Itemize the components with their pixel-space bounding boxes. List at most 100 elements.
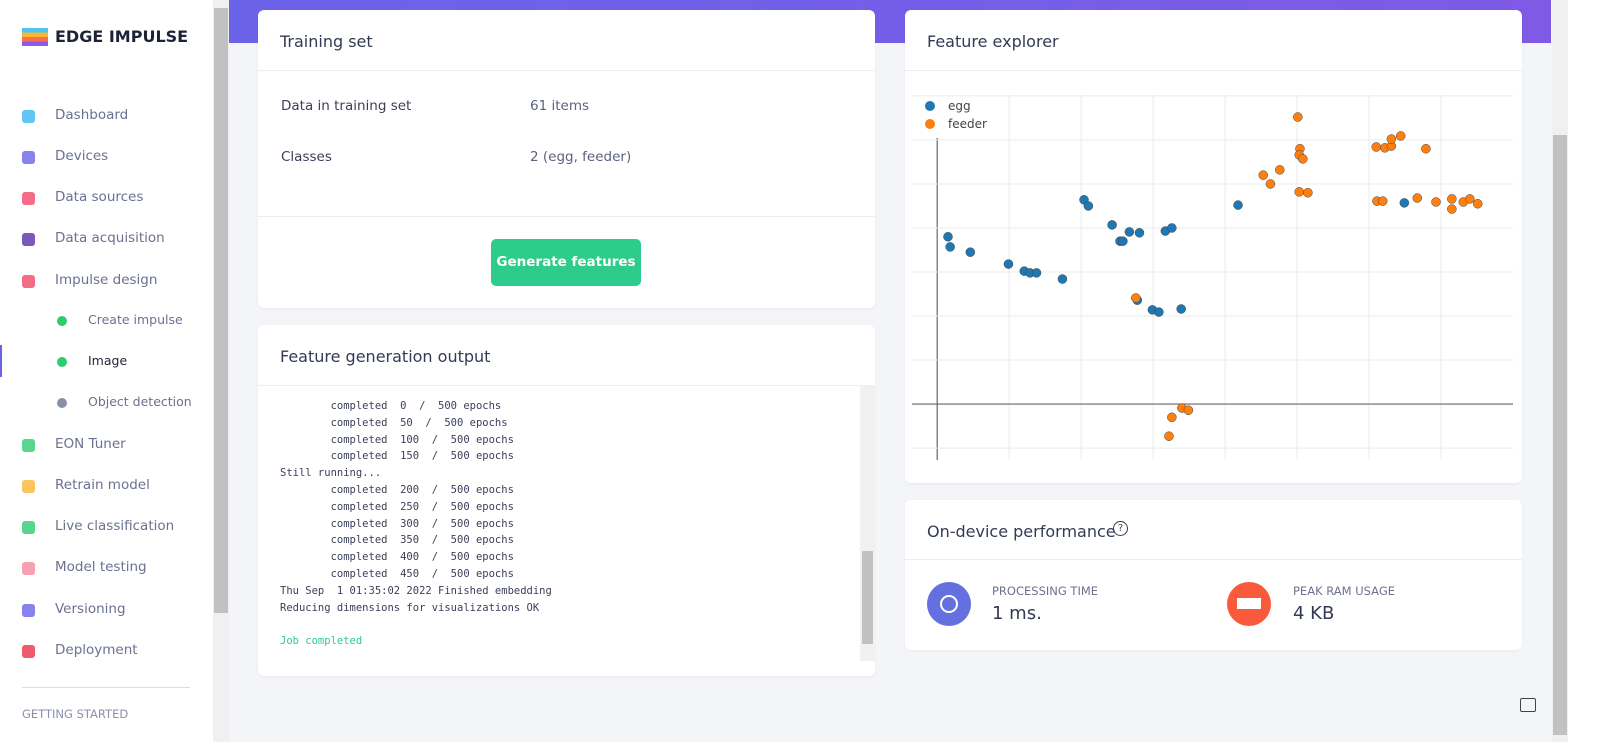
card-title: Training set <box>280 32 373 51</box>
divider <box>258 70 875 71</box>
nav-item[interactable]: Model testing <box>55 559 147 575</box>
point <box>1386 134 1397 144</box>
nav-icon <box>22 151 35 164</box>
active-bar <box>0 345 2 377</box>
nav-icon <box>22 521 35 534</box>
legend-label: feeder <box>948 117 987 131</box>
scrollbar <box>1552 0 1568 742</box>
divider <box>905 70 1522 71</box>
feedback-icon[interactable] <box>1520 698 1536 712</box>
nav-icon <box>22 645 35 658</box>
edge <box>1568 0 1600 742</box>
nav-icon <box>22 192 35 205</box>
point <box>1371 142 1381 152</box>
explorer-card: Feature explorer egg feeder <box>905 10 1522 483</box>
row-value: 2 (egg, feeder) <box>530 149 632 165</box>
point <box>1131 293 1141 303</box>
point <box>1003 259 1014 269</box>
nav-item[interactable]: Retrain model <box>55 477 150 493</box>
point <box>1057 274 1068 284</box>
nav-item[interactable]: Dashboard <box>55 107 129 123</box>
log-line: Job completed <box>280 635 363 648</box>
nav-item[interactable]: Data sources <box>55 189 144 205</box>
point <box>1377 196 1388 206</box>
point <box>1465 194 1475 204</box>
nav-item[interactable]: Create impulse <box>88 312 183 327</box>
scroll-thumb[interactable] <box>214 8 228 613</box>
log-line: completed 150 / 500 epochs <box>280 450 514 463</box>
point <box>1031 268 1042 278</box>
nav-item[interactable]: Data acquisition <box>55 230 165 246</box>
nav-item[interactable]: Image <box>88 353 128 368</box>
generate-button[interactable]: Generate features <box>491 239 641 286</box>
scrollbar <box>213 0 229 742</box>
divider <box>22 687 190 688</box>
divider <box>905 559 1522 560</box>
legend-label: egg <box>948 99 971 113</box>
point <box>1275 165 1285 175</box>
nav-item[interactable]: EON Tuner <box>55 436 126 452</box>
nav-item[interactable]: Object detection <box>88 394 192 409</box>
point <box>1083 201 1094 211</box>
legend-swatch <box>925 101 935 111</box>
point <box>1303 187 1313 198</box>
log-line: completed 250 / 500 epochs <box>280 500 514 513</box>
help-icon[interactable]: ? <box>1113 521 1128 536</box>
ram-icon <box>1227 582 1271 626</box>
card-title: On-device performance <box>927 522 1116 541</box>
row-label: Classes <box>281 149 332 165</box>
scatter-chart: egg feeder <box>912 95 1513 460</box>
metric-label: PEAK RAM USAGE <box>1293 584 1396 598</box>
point <box>1293 112 1303 122</box>
nav-item[interactable]: Versioning <box>55 601 126 617</box>
point <box>1447 194 1457 204</box>
log-line: completed 200 / 500 epochs <box>280 483 514 496</box>
log-line: completed 350 / 500 epochs <box>280 534 514 547</box>
nav-item[interactable]: Devices <box>55 148 109 164</box>
point <box>1176 304 1186 314</box>
point <box>1167 412 1177 423</box>
point <box>1233 200 1243 210</box>
metric-label: PROCESSING TIME <box>992 584 1099 598</box>
performance-card: On-device performance ? PROCESSING TIME … <box>905 500 1522 650</box>
log-line: completed 50 / 500 epochs <box>280 416 508 429</box>
row-value: 61 items <box>530 98 590 114</box>
point <box>1265 179 1276 189</box>
point <box>1154 307 1164 317</box>
log-line: completed 100 / 500 epochs <box>280 433 514 446</box>
scrollbar <box>860 386 875 661</box>
point <box>1124 227 1135 237</box>
nav-item[interactable]: Live classification <box>55 518 175 534</box>
sidebar: EDGE IMPULSE Dashboard Devices Data source… <box>0 0 213 742</box>
point <box>1134 228 1145 238</box>
clock-icon <box>927 582 971 626</box>
nav-dot <box>57 398 67 408</box>
divider <box>258 385 875 386</box>
point <box>943 232 953 242</box>
point <box>1107 220 1117 230</box>
nav-item[interactable]: Impulse design <box>55 272 158 288</box>
nav-icon <box>22 604 35 617</box>
log-line: completed 450 / 500 epochs <box>280 567 514 580</box>
point <box>1118 236 1128 246</box>
point <box>1183 405 1194 415</box>
point <box>965 247 976 257</box>
point <box>1421 143 1431 154</box>
metric-value: 1 ms. <box>992 603 1042 624</box>
scroll-thumb[interactable] <box>1553 135 1567 735</box>
point <box>1431 197 1441 207</box>
nav-dot <box>57 357 67 367</box>
scroll-thumb[interactable] <box>862 551 873 644</box>
card-title: Feature explorer <box>927 32 1059 51</box>
log-line: completed 300 / 500 epochs <box>280 517 514 530</box>
nav-item[interactable]: Deployment <box>55 642 138 658</box>
row-label: Data in training set <box>281 98 412 114</box>
output-card: Feature generation output completed 0 / … <box>258 325 875 676</box>
point <box>1472 199 1483 209</box>
point <box>945 242 955 252</box>
nav-icon <box>22 480 35 493</box>
log-line: Thu Sep 1 01:35:02 2022 Finished embeddi… <box>280 584 552 597</box>
point <box>1399 198 1410 208</box>
divider <box>258 216 875 217</box>
